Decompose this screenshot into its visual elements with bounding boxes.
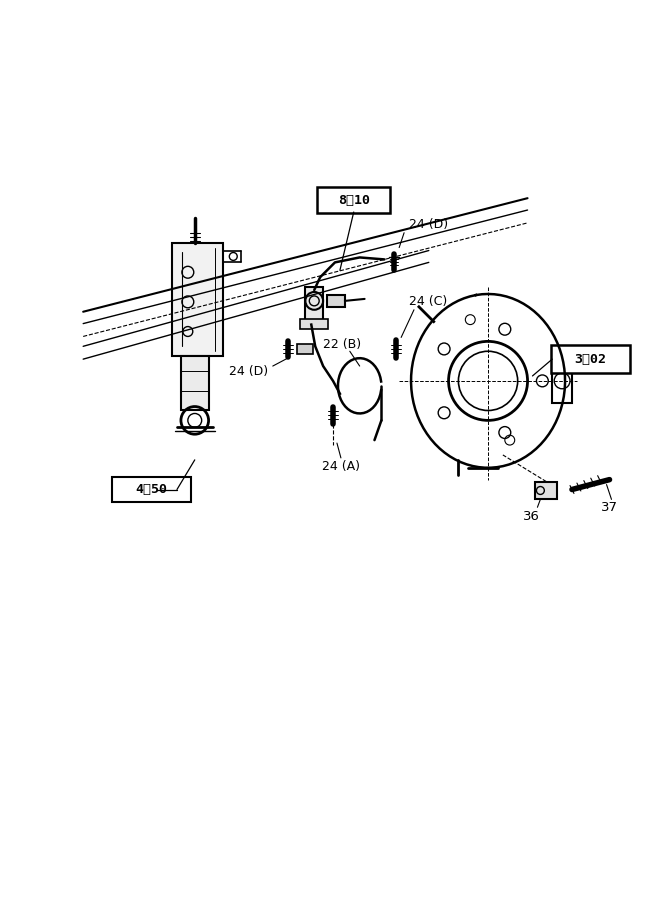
Bar	[297, 345, 313, 355]
Text: 22 (B): 22 (B)	[323, 338, 361, 351]
Text: 3－02: 3－02	[575, 353, 607, 365]
Text: 36: 36	[523, 509, 540, 523]
FancyBboxPatch shape	[551, 346, 630, 373]
Bar	[536, 482, 557, 500]
Text: 24 (D): 24 (D)	[229, 365, 267, 379]
FancyBboxPatch shape	[317, 187, 390, 213]
Text: 8－10: 8－10	[338, 194, 370, 207]
FancyBboxPatch shape	[112, 477, 191, 502]
Text: 24 (C): 24 (C)	[409, 295, 447, 309]
Text: 24 (D): 24 (D)	[409, 219, 448, 231]
Bar	[552, 359, 572, 402]
Bar	[172, 243, 223, 356]
Bar	[327, 295, 345, 307]
Bar	[300, 319, 328, 328]
Bar	[181, 356, 209, 410]
Text: 4－50: 4－50	[135, 483, 167, 496]
Text: 24 (A): 24 (A)	[322, 460, 360, 473]
Bar	[305, 287, 323, 325]
Text: 37: 37	[601, 500, 618, 514]
